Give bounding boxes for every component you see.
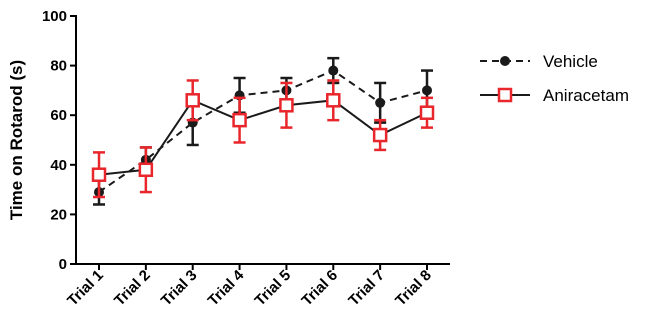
legend-marker	[500, 56, 510, 66]
legend-item-aniracetam: Aniracetam	[480, 86, 629, 105]
legend-item-vehicle: Vehicle	[480, 52, 598, 71]
axes: 0 20 40 60 80 100 Trial 1 Trial 2 Trial 3 Trial 4…	[42, 8, 450, 309]
plot-area	[91, 56, 435, 206]
y-tick-label: 40	[50, 157, 67, 174]
data-point	[232, 112, 247, 128]
x-tick-label: Trial 8	[392, 267, 435, 310]
data-point	[422, 85, 432, 96]
x-tick-label: Trial 3	[158, 267, 201, 310]
x-tick-label: Trial 5	[252, 267, 295, 310]
x-tick-label: Trial 7	[345, 267, 388, 310]
y-tick-label: 60	[50, 107, 67, 124]
y-tick-label: 80	[50, 58, 67, 75]
data-point	[328, 65, 339, 76]
data-point	[372, 127, 388, 143]
data-point	[185, 93, 200, 108]
data-point	[91, 167, 107, 182]
series-line	[98, 99, 428, 176]
data-point	[138, 162, 154, 178]
data-point	[419, 105, 435, 120]
series-line	[98, 69, 428, 193]
data-point	[326, 93, 341, 108]
data-point	[279, 98, 294, 113]
y-tick-label: 20	[50, 206, 67, 223]
y-tick-label: 0	[59, 256, 67, 273]
legend-label: Aniracetam	[543, 86, 629, 105]
x-tick-label: Trial 2	[111, 267, 154, 310]
legend-label: Vehicle	[543, 52, 598, 71]
x-tick-label: Trial 1	[64, 267, 107, 310]
y-axis-title: Time on Rotarod (s)	[7, 60, 26, 220]
x-tick-label: Trial 4	[205, 266, 248, 309]
legend: Vehicle Aniracetam	[480, 52, 629, 105]
x-tick-label: Trial 6	[298, 267, 341, 310]
y-tick-label: 100	[42, 8, 67, 25]
series-aniracetam	[91, 79, 435, 199]
legend-marker	[497, 87, 513, 103]
data-point	[375, 97, 386, 108]
